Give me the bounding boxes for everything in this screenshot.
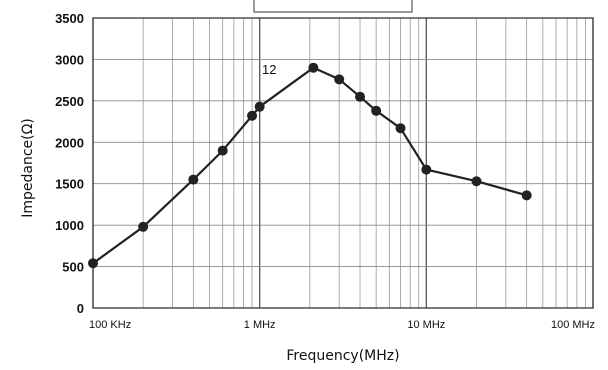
y-tick-label: 2000	[55, 135, 84, 150]
grid	[92, 17, 594, 309]
data-point	[254, 101, 265, 112]
data-point	[138, 221, 149, 232]
y-tick-label: 1500	[55, 177, 84, 192]
plot-frame	[92, 17, 594, 309]
data-point	[334, 74, 345, 85]
y-tick-labels: 0 500 1000 1500 2000 2500 3000 3500	[55, 11, 84, 316]
x-axis-title: Frequency(MHz)	[286, 348, 399, 364]
x-tick-label: 100 KHz	[89, 319, 131, 331]
data-point	[217, 145, 228, 156]
y-axis-title: Impedance(Ω)	[20, 118, 36, 218]
data-point	[355, 91, 366, 102]
data-point	[421, 164, 432, 175]
y-tick-label: 3000	[55, 52, 84, 67]
data-point	[371, 105, 382, 116]
data-points	[88, 62, 532, 269]
y-tick-label: 1000	[55, 218, 84, 233]
x-tick-label: 1 MHz	[244, 319, 276, 331]
y-tick-label: 3500	[55, 11, 84, 26]
data-point	[395, 123, 406, 134]
x-tick-label: 10 MHz	[407, 319, 445, 331]
series-line	[92, 66, 527, 265]
data-point	[308, 62, 319, 73]
y-tick-label: 2500	[55, 94, 84, 109]
data-point	[88, 258, 98, 269]
point-annotation: 12	[262, 62, 276, 77]
data-point	[188, 174, 199, 185]
x-tick-labels: 100 KHz 1 MHz 10 MHz 100 MHz	[89, 319, 595, 331]
y-tick-label: 0	[77, 301, 84, 316]
legend-box	[253, 0, 413, 13]
data-point	[471, 176, 482, 187]
x-tick-label: 100 MHz	[551, 319, 595, 331]
data-point	[521, 190, 532, 201]
data-point	[247, 110, 258, 121]
y-tick-label: 500	[62, 260, 84, 275]
